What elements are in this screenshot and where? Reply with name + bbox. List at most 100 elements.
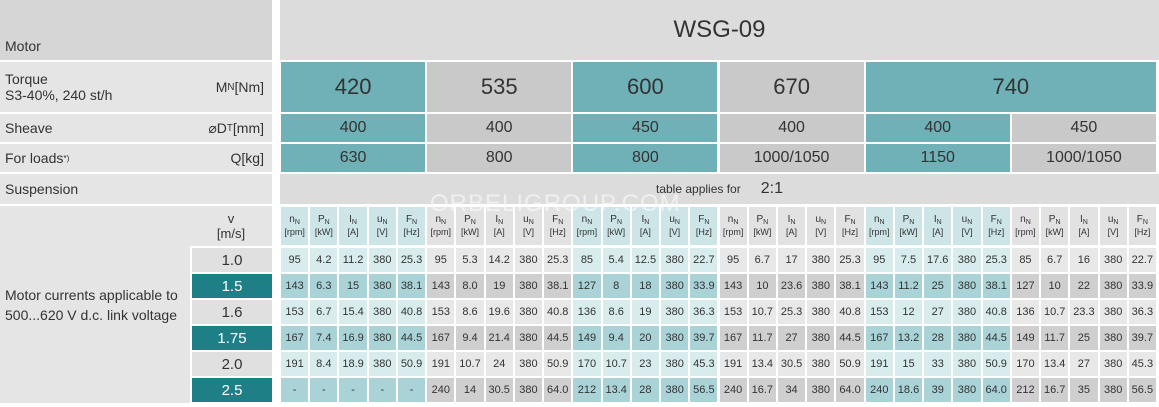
current-value: 380 (661, 248, 689, 272)
current-value: 14 (456, 378, 484, 402)
current-value: 44.5 (397, 326, 426, 350)
current-value: 380 (1099, 274, 1127, 298)
current-value: 212 (1011, 378, 1040, 402)
column-unit: [rpm] (430, 227, 452, 238)
column-unit: [kW] (314, 227, 333, 238)
column-unit: [kW] (461, 227, 479, 238)
column-symbol-text: I (349, 213, 352, 225)
column-subscript: N (441, 218, 447, 226)
v-header: v [m/s] (190, 206, 272, 246)
column-unit: [A] (493, 227, 505, 238)
speed-value: 2.5 (192, 378, 272, 402)
column-symbol: nN (874, 214, 885, 228)
current-value: 16.7 (1041, 378, 1069, 402)
column-subscript: N (733, 218, 739, 226)
column-header: PN [kW] (602, 207, 630, 245)
current-value: 380 (514, 300, 543, 324)
column-subscript: N (324, 218, 330, 226)
column-symbol: uN (1108, 214, 1119, 228)
current-value: 33.9 (1128, 274, 1156, 298)
current-value: 143 (865, 274, 893, 298)
speed-value: 2.0 (192, 352, 272, 376)
current-value: 240 (865, 378, 893, 402)
torque-label: Torque S3-40%, 240 st/h (0, 62, 190, 112)
current-value: 17 (777, 248, 806, 272)
suspension-label: Suspension (0, 174, 272, 204)
suspension-note: table applies for (656, 182, 741, 196)
current-value: 380 (514, 326, 543, 350)
current-value: 380 (368, 248, 396, 272)
column-symbol: PN (756, 214, 768, 228)
torque-value: 670 (719, 62, 864, 112)
current-value: 380 (953, 248, 981, 272)
current-value: 380 (661, 300, 689, 324)
column-unit: [A] (639, 227, 651, 238)
current-value: 9.4 (456, 326, 484, 350)
column-symbol-text: F (1136, 213, 1143, 225)
column-symbol: IN (934, 214, 942, 228)
current-value: 20 (631, 326, 660, 350)
current-value: 380 (368, 326, 396, 350)
column-unit: [rpm] (722, 227, 744, 238)
column-symbol: FN (552, 214, 563, 228)
current-value: 380 (953, 352, 981, 376)
current-value: 380 (807, 300, 835, 324)
column-subscript: N (1082, 218, 1088, 226)
current-value: 39.7 (1128, 326, 1156, 350)
sheave-value: 400 (281, 114, 426, 142)
column-subscript: N (936, 218, 942, 226)
column-subscript: N (704, 218, 710, 226)
loads-title: For loads (5, 150, 64, 166)
current-value: 15.4 (339, 300, 367, 324)
current-value: 10 (1041, 274, 1069, 298)
current-value: 95 (719, 248, 747, 272)
speed-value: 1.0 (192, 248, 272, 272)
current-value: 22.7 (1128, 248, 1156, 272)
column-unit: [kW] (1045, 227, 1064, 238)
current-value: 40.8 (982, 300, 1010, 324)
current-value: 9.4 (602, 326, 630, 350)
current-value: 95 (281, 248, 309, 272)
current-value: 23.3 (1070, 300, 1098, 324)
column-header: IN [A] (339, 207, 367, 245)
torque-value: 420 (281, 62, 426, 112)
column-symbol-text: u (376, 213, 383, 225)
column-header: nN [rpm] (427, 207, 455, 245)
current-value: 38.1 (544, 274, 572, 298)
column-unit: [rpm] (576, 227, 598, 238)
column-subscript: N (821, 218, 827, 226)
column-symbol: nN (728, 214, 739, 228)
column-symbol-text: u (815, 213, 822, 225)
current-value: 13.2 (894, 326, 923, 350)
v-unit: [m/s] (216, 226, 246, 241)
current-value: 15 (894, 352, 923, 376)
column-unit: [Hz] (988, 227, 1005, 238)
column-unit: [V] (1107, 227, 1119, 238)
current-value: - (310, 378, 338, 402)
column-subscript: N (674, 218, 680, 226)
sheave-value: 400 (719, 114, 864, 142)
column-unit: [Hz] (403, 227, 420, 238)
current-value: 38.1 (836, 274, 864, 298)
current-value: 7.4 (310, 326, 338, 350)
current-value: 143 (281, 274, 309, 298)
current-value: 10.7 (1041, 300, 1069, 324)
column-symbol: IN (349, 214, 357, 228)
column-subscript: N (763, 218, 769, 226)
current-value: 11.2 (339, 248, 367, 272)
column-header: FN [Hz] (836, 207, 864, 245)
column-header: IN [A] (485, 207, 513, 245)
current-value: 191 (427, 352, 455, 376)
current-value: 4.2 (310, 248, 338, 272)
current-value: 64.0 (982, 378, 1010, 402)
column-symbol-text: I (787, 213, 791, 225)
current-value: - (281, 378, 309, 402)
current-value: 39 (924, 378, 952, 402)
current-value: - (368, 378, 396, 402)
column-header: nN [rpm] (719, 207, 747, 245)
column-symbol: PN (610, 214, 622, 228)
column-header: IN [A] (777, 207, 806, 245)
current-value: 38.1 (982, 274, 1010, 298)
column-symbol: uN (377, 214, 388, 228)
column-header: uN [V] (1099, 207, 1127, 245)
